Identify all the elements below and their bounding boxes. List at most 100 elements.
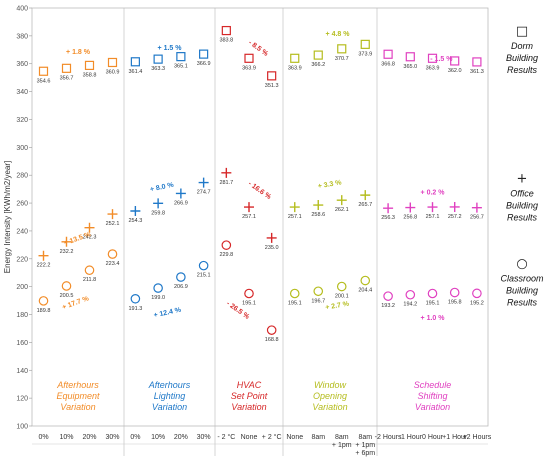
data-label: 257.1 xyxy=(242,214,256,220)
data-label: 204.4 xyxy=(358,288,372,294)
data-label: 383.8 xyxy=(219,38,233,44)
legend-label-dorm: Dorm Building Results xyxy=(506,41,538,75)
data-label: 222.2 xyxy=(37,263,51,269)
office-point xyxy=(61,236,72,247)
classroom-point xyxy=(198,260,209,271)
y-tick-label: 300 xyxy=(16,145,28,152)
dorm-point xyxy=(405,52,415,62)
data-label: 265.7 xyxy=(358,202,372,208)
x-tick-label: - 2 °C xyxy=(217,433,235,441)
x-tick-label: +1 Hour xyxy=(442,434,468,441)
office-point xyxy=(313,200,324,211)
data-label: 281.7 xyxy=(219,180,233,186)
percent-annotation: - 8.5 % xyxy=(247,39,270,58)
data-label: 365.1 xyxy=(174,64,188,70)
x-tick-label: 10% xyxy=(59,434,73,441)
data-label: 256.7 xyxy=(470,215,484,221)
data-label: 258.6 xyxy=(311,212,325,218)
classroom-point xyxy=(313,286,324,297)
office-point xyxy=(107,209,118,220)
x-tick-label: 0% xyxy=(130,434,140,441)
office-point xyxy=(471,202,482,213)
legend-symbol-dorm: □ xyxy=(516,24,528,39)
percent-annotation: + 3.3 % xyxy=(317,179,343,190)
data-label: 193.2 xyxy=(381,303,395,309)
data-label: 361.4 xyxy=(128,69,142,75)
classroom-point xyxy=(153,283,163,293)
data-label: 254.3 xyxy=(128,218,142,224)
y-tick-label: 160 xyxy=(16,340,28,347)
classroom-point xyxy=(84,265,95,276)
office-point xyxy=(175,188,186,199)
legend-label-classroom: Classroom Building Results xyxy=(500,274,544,308)
dorm-point xyxy=(176,52,186,62)
classroom-point xyxy=(449,287,460,298)
data-label: 199.0 xyxy=(151,295,165,301)
chart-groups: 0% 10% 20% 30% Afterhours Equipment Variation 3… xyxy=(37,8,492,457)
office-point xyxy=(360,190,371,201)
data-label: 257.2 xyxy=(448,214,462,220)
plot-border xyxy=(31,7,489,427)
dorm-point xyxy=(244,53,254,63)
data-label: 195.2 xyxy=(470,300,484,306)
data-label: 363.9 xyxy=(242,65,256,71)
percent-annotation: + 8.0 % xyxy=(149,182,175,194)
office-point xyxy=(449,201,460,212)
classroom-point xyxy=(130,293,141,304)
data-label: 257.1 xyxy=(426,214,440,220)
classroom-point xyxy=(244,288,254,299)
office-point xyxy=(38,250,49,261)
office-point xyxy=(244,202,254,213)
data-label: 351.3 xyxy=(265,83,279,89)
x-tick-label: 8am + 1pm + 6pm xyxy=(355,434,375,457)
group-0: 0% 10% 20% 30% Afterhours Equipment Variation 3… xyxy=(37,49,120,441)
data-label: 262.1 xyxy=(335,207,349,213)
x-tick-label: 20% xyxy=(82,434,96,441)
x-tick-label: 10% xyxy=(151,434,165,441)
dorm-point xyxy=(38,66,49,76)
dorm-point xyxy=(61,63,72,73)
dorm-point xyxy=(472,57,482,67)
data-label: 366.8 xyxy=(381,61,395,67)
group-2: - 2 °C None + 2 °C HVAC Set Point Variation 38… xyxy=(214,8,282,456)
y-tick-label: 400 xyxy=(16,6,28,13)
data-label: 235.0 xyxy=(265,245,279,251)
percent-annotation: + 1.5 % xyxy=(158,45,183,52)
dorm-point xyxy=(84,60,95,71)
legend: □ Dorm Building Results + Office Building Resul… xyxy=(500,24,544,308)
y-tick-label: 180 xyxy=(16,312,28,319)
classroom-point xyxy=(61,281,72,291)
percent-annotation: - 1.5 % xyxy=(430,56,453,63)
data-label: 215.1 xyxy=(197,273,211,279)
group-4: -2 Hours-1 Hour 0 Hour +1 Hour+2 Hours Sche… xyxy=(375,8,492,456)
group-name: Schedule Shifting Variation xyxy=(414,380,452,412)
percent-annotation: + 1.0 % xyxy=(421,315,446,322)
x-tick-label: +2 Hours xyxy=(463,434,492,441)
office-point xyxy=(153,198,164,209)
group-name: Window Opening Variation xyxy=(312,380,347,412)
x-tick-label: + 2 °C xyxy=(262,433,282,441)
office-point xyxy=(289,202,300,213)
data-label: 196.7 xyxy=(311,298,325,304)
data-label: 370.7 xyxy=(335,56,349,62)
x-tick-label: 0% xyxy=(38,434,48,441)
data-label: 366.9 xyxy=(197,61,211,67)
office-point xyxy=(84,222,95,233)
data-label: 360.9 xyxy=(106,69,120,75)
office-point xyxy=(266,232,277,243)
group-name: Afterhours Lighting Variation xyxy=(148,380,191,412)
y-tick-label: 220 xyxy=(16,256,28,263)
classroom-point xyxy=(266,325,277,335)
classroom-point xyxy=(107,249,118,259)
data-label: 257.1 xyxy=(288,214,302,220)
dorm-point xyxy=(427,53,438,63)
x-tick-label: 8am + 1pm xyxy=(332,434,352,449)
office-point xyxy=(427,202,438,213)
classroom-point xyxy=(289,288,300,299)
office-point xyxy=(198,177,209,188)
data-label: 363.3 xyxy=(151,66,165,72)
x-tick-label: 20% xyxy=(174,434,188,441)
x-tick-label: -1 Hour xyxy=(399,434,423,441)
percent-annotation: + 1.8 % xyxy=(66,49,91,56)
plot-frame xyxy=(31,7,489,445)
